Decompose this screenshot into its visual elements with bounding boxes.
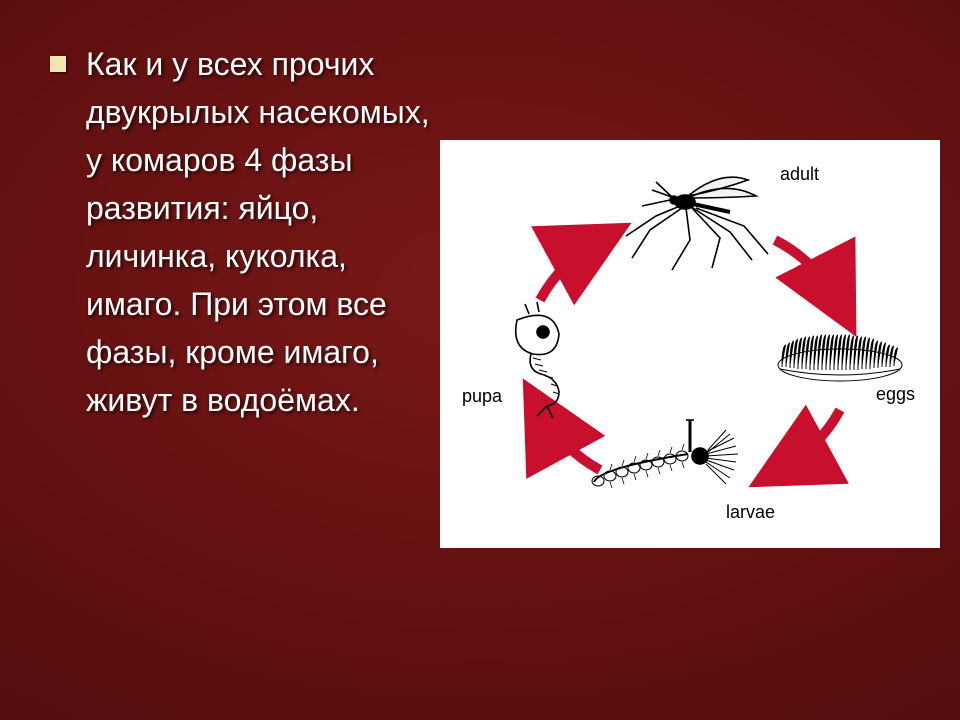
stage-larvae	[592, 420, 738, 488]
lifecycle-diagram: adult eggs	[440, 140, 940, 548]
presentation-slide: Как и у всех прочих двукрылых насекомых,…	[0, 0, 960, 720]
label-eggs: eggs	[876, 384, 915, 404]
label-pupa: pupa	[462, 386, 503, 406]
label-adult: adult	[780, 164, 819, 184]
arrow-larvae-to-pupa	[540, 410, 600, 470]
stage-eggs	[778, 335, 902, 381]
slide-body-text: Как и у всех прочих двукрылых насекомых,…	[86, 40, 436, 424]
label-larvae: larvae	[726, 502, 775, 522]
arrow-eggs-to-larvae	[780, 410, 840, 470]
bullet-marker	[50, 56, 66, 72]
arrow-adult-to-eggs	[775, 240, 840, 305]
stage-pupa	[516, 302, 559, 418]
arrow-pupa-to-adult	[540, 240, 600, 300]
stage-adult	[626, 177, 768, 270]
